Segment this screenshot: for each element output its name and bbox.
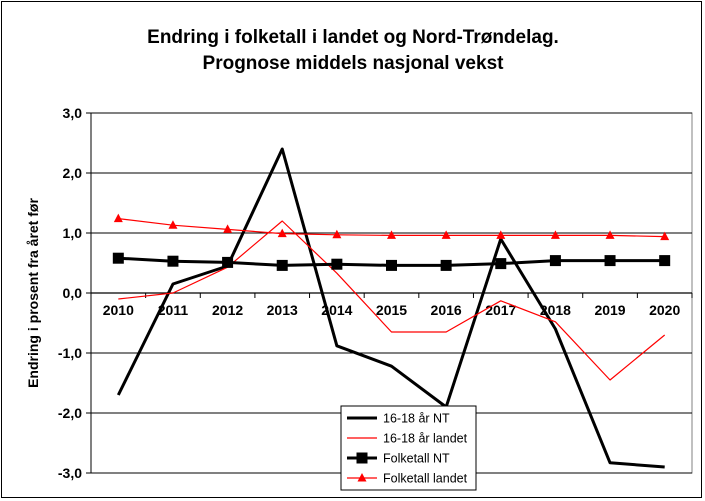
series-line-1	[116, 147, 665, 469]
data-point-3	[222, 256, 234, 268]
data-point-4	[113, 213, 123, 223]
data-point-4	[496, 230, 506, 239]
data-point-4	[387, 230, 396, 239]
data-point-4	[332, 229, 342, 239]
x-tick-label: 2016	[431, 302, 462, 318]
x-tick-label: 2017	[485, 302, 516, 318]
x-tick-label: 2012	[212, 302, 243, 318]
data-point-4	[550, 230, 560, 239]
x-tick-label: 2015	[376, 302, 407, 318]
y-tick-label: 1,0	[63, 225, 83, 241]
y-tick-label: 0,0	[63, 285, 83, 301]
data-point-3	[167, 255, 179, 267]
data-point-3	[331, 258, 343, 270]
legend-label-3: Folketall NT	[383, 452, 450, 466]
data-point-3	[604, 255, 616, 267]
x-tick-label: 2010	[103, 302, 134, 318]
x-tick-label: 2019	[594, 302, 625, 318]
legend-marker-4	[357, 473, 367, 482]
x-tick-label: 2011	[158, 302, 189, 318]
chart-title-line-1: Endring i folketall i landet og Nord-Trø…	[147, 27, 559, 48]
data-point-3	[386, 259, 397, 271]
y-axis-label: Endring i prosent fra året før	[25, 198, 41, 388]
y-tick-label: 3,0	[63, 105, 83, 121]
y-tick-label: -1,0	[58, 345, 82, 361]
chart-title-line-2: Prognose middels nasjonal vekst	[203, 53, 505, 74]
data-point-4	[168, 220, 178, 229]
data-point-4	[660, 231, 670, 241]
data-point-3	[112, 252, 124, 264]
data-point-4	[223, 224, 233, 233]
y-tick-label: 2,0	[63, 165, 83, 181]
legend-marker-3	[356, 452, 368, 464]
data-point-4	[277, 228, 287, 238]
data-point-4	[441, 230, 451, 239]
y-tick-label: -2,0	[58, 405, 82, 421]
data-point-3	[440, 259, 452, 271]
data-point-3	[659, 255, 671, 267]
legend-label-4: Folketall landet	[383, 472, 468, 486]
x-tick-label: 2020	[649, 302, 680, 318]
data-point-4	[605, 230, 615, 239]
series-line-2	[118, 220, 666, 381]
legend-label-1: 16-18 år NT	[383, 412, 450, 426]
x-tick-label: 2013	[267, 302, 298, 318]
legend-label-2: 16-18 år landet	[383, 432, 468, 446]
data-point-3	[276, 259, 288, 271]
data-point-3	[495, 258, 507, 270]
data-point-3	[549, 255, 561, 267]
y-tick-label: -3,0	[58, 465, 82, 481]
